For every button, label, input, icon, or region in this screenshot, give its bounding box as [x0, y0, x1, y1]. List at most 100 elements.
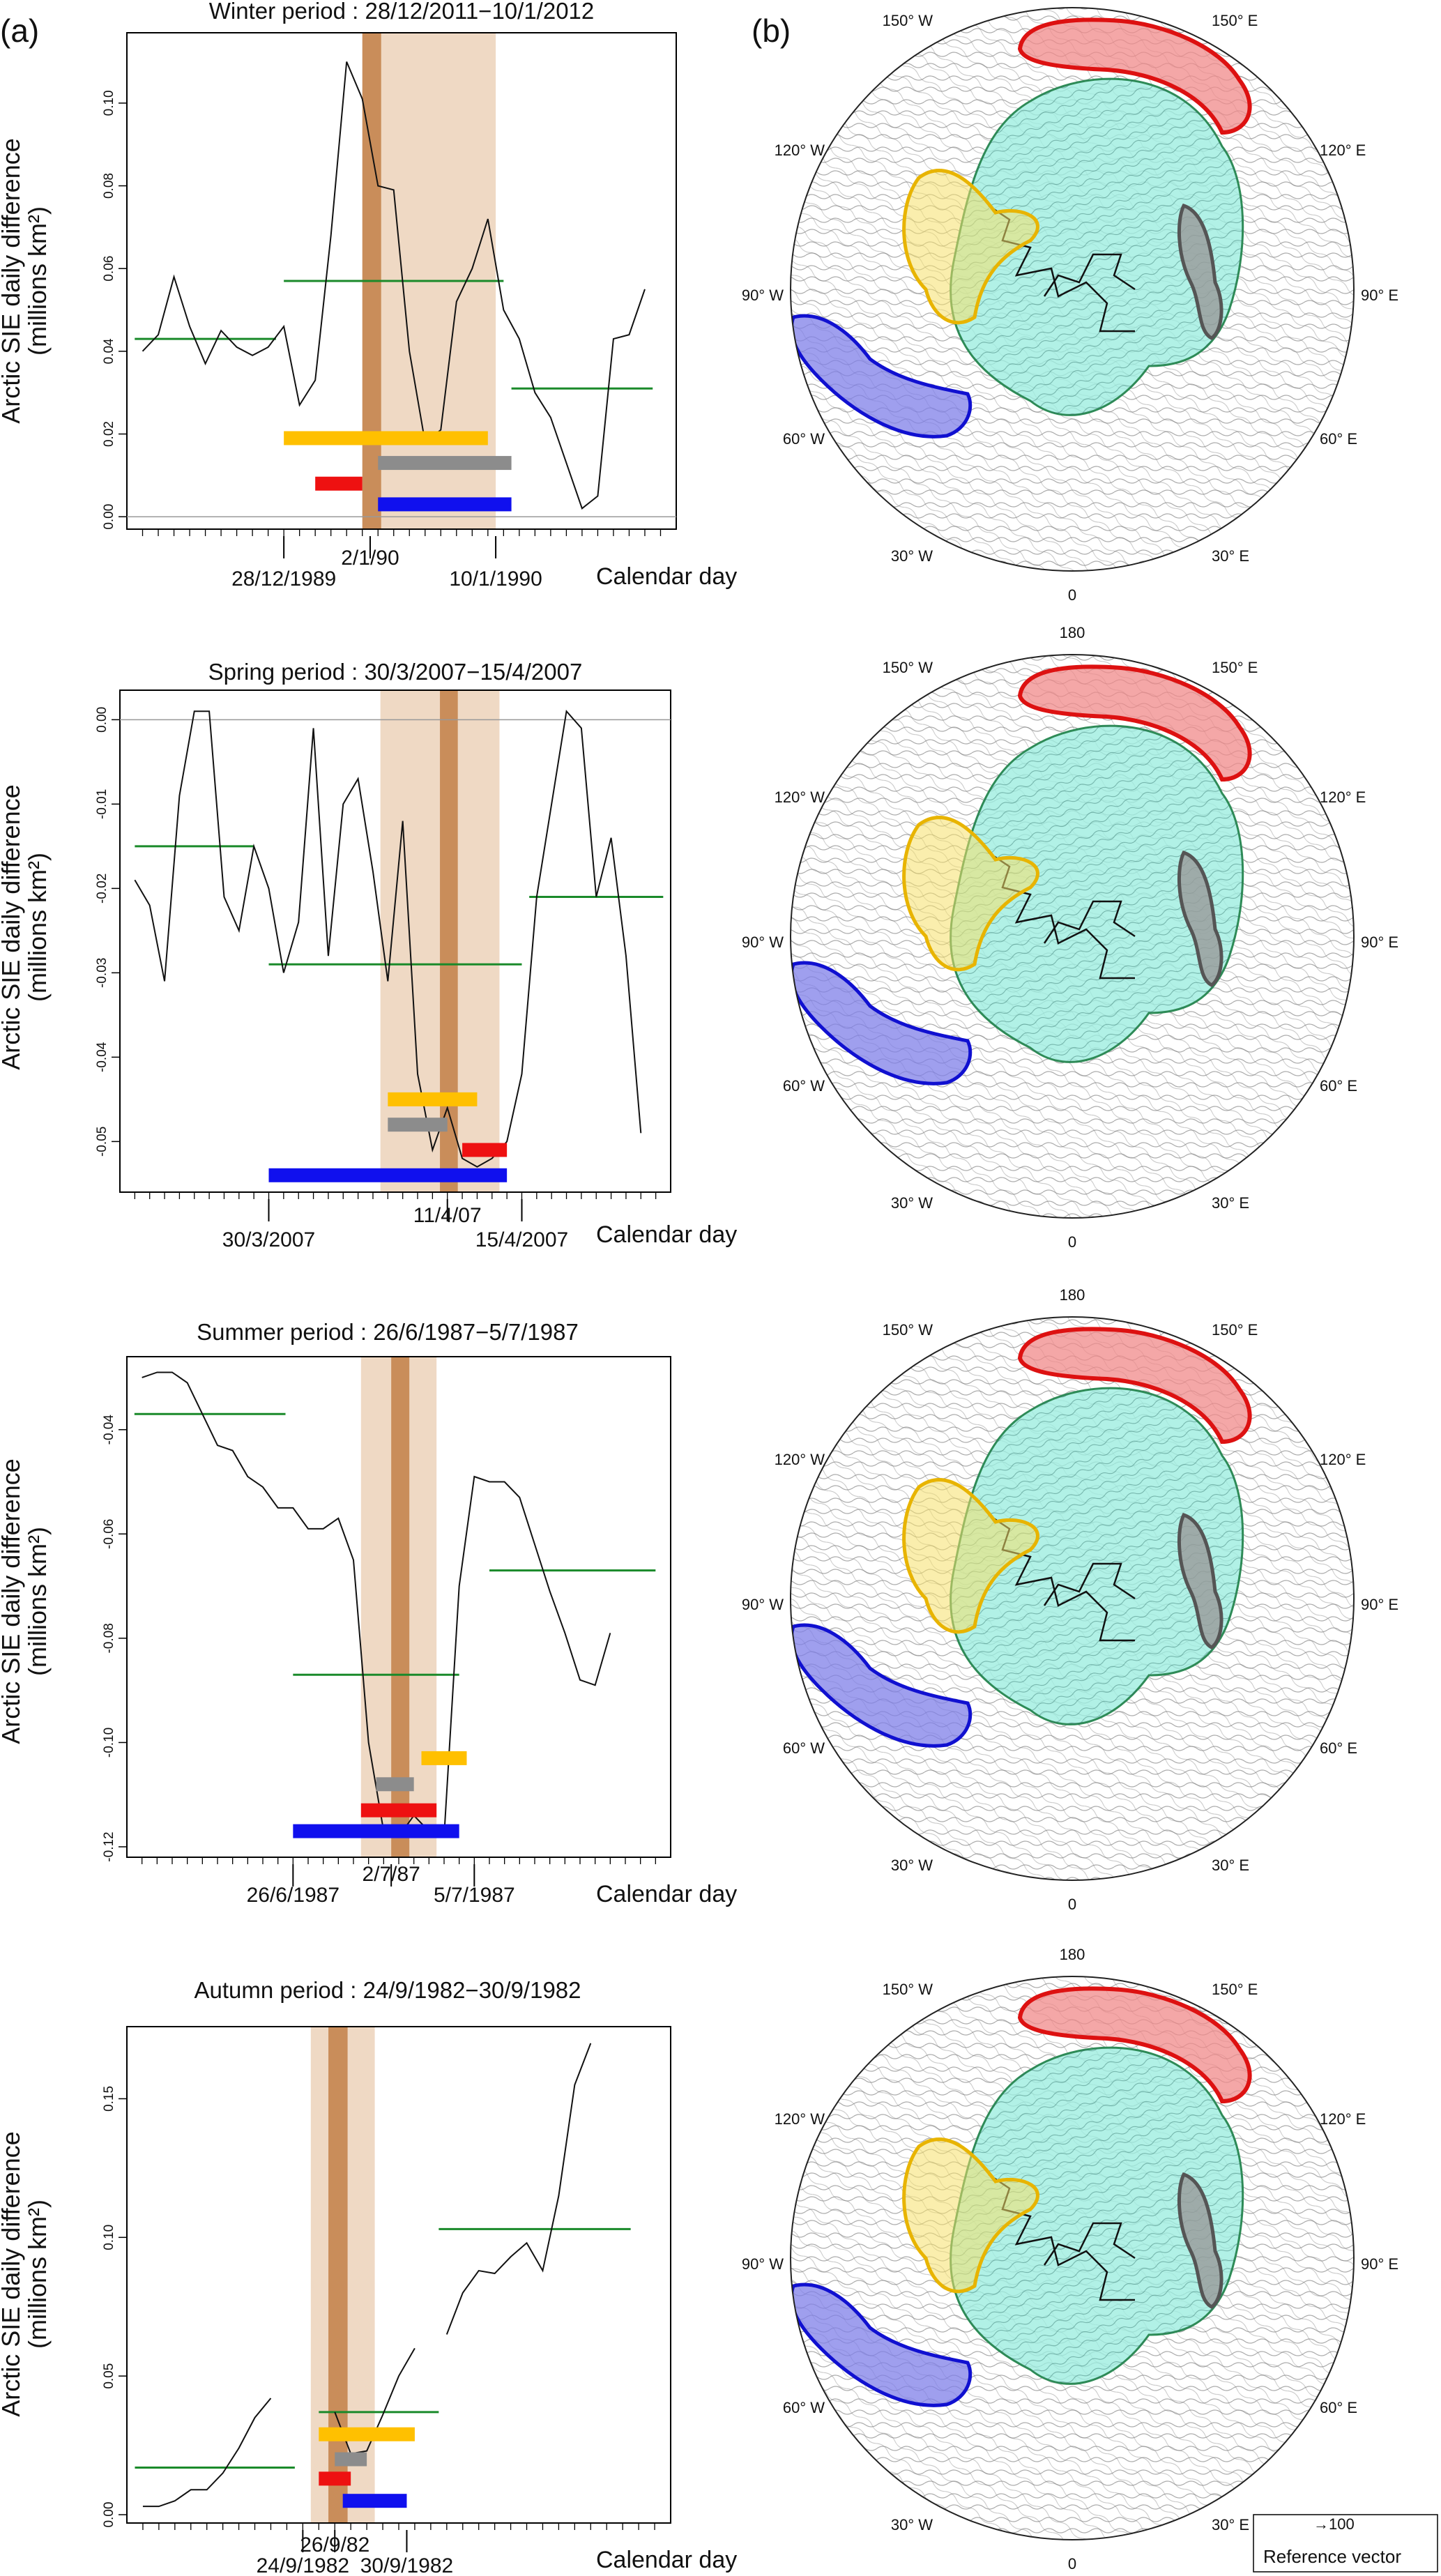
y-axis-label-line1: Arctic SIE daily difference — [0, 138, 25, 424]
map-label-left90: 90° W — [742, 1596, 784, 1613]
polar-map: 180 0 150° W 150° E 120° W 120° E 90° W 90° E 60… — [742, 1286, 1398, 1913]
x-date-label: 15/4/2007 — [475, 1228, 568, 1251]
map-label-left30: 30° W — [891, 2516, 933, 2533]
y-axis-label: Arctic SIE daily difference (millions km… — [0, 1458, 52, 1744]
map-label-right120: 120° E — [1320, 788, 1366, 806]
y-tick-label: -0.02 — [95, 874, 109, 904]
map-content — [791, 1976, 1354, 2540]
map-label-right30: 30° E — [1212, 2516, 1249, 2533]
map-label-right120: 120° E — [1320, 142, 1366, 159]
map-label-left120: 120° W — [775, 142, 825, 159]
event-bar-grey — [378, 456, 512, 471]
y-axis-label-line2: (millions km²) — [23, 853, 52, 1002]
x-date-label: 30/3/2007 — [222, 1228, 315, 1251]
chart-title: Autumn period : 24/9/1982−30/9/1982 — [194, 1977, 581, 2003]
y-axis-label-line1: Arctic SIE daily difference — [0, 1458, 25, 1744]
region-yellow — [902, 816, 1039, 972]
polar-map: 180 0 150° W 150° E 120° W 120° E 90° W 90° E 60… — [742, 1946, 1398, 2573]
y-axis-label: Arctic SIE daily difference (millions km… — [0, 2131, 52, 2417]
event-bar-grey — [335, 2452, 367, 2467]
region-red — [1017, 664, 1252, 782]
y-axis-label-line1: Arctic SIE daily difference — [0, 784, 25, 1070]
event-bar-red — [462, 1143, 508, 1157]
map-label-left90: 90° W — [742, 2255, 784, 2273]
region-yellow — [902, 2137, 1039, 2294]
x-date-label: 26/9/82 — [300, 2533, 369, 2556]
chart-summer: Summer period : 26/6/1987−5/7/1987 Arcti… — [0, 1319, 737, 1907]
map-label-left120: 120° W — [775, 1451, 825, 1468]
plot-frame — [126, 2026, 671, 2524]
y-tick-label: -0.12 — [102, 1831, 116, 1861]
map-label-right120: 120° E — [1320, 2110, 1366, 2128]
x-date-label: 24/9/1982 — [257, 2554, 349, 2576]
x-axis-label: Calendar day — [596, 1881, 737, 1907]
y-axis-label-line2: (millions km²) — [23, 206, 52, 356]
y-axis-label-line2: (millions km²) — [23, 1527, 52, 1676]
chart-autumn: Autumn period : 24/9/1982−30/9/1982 Arct… — [0, 1977, 737, 2576]
mean-lines — [134, 1412, 656, 1676]
x-axis-label: Calendar day — [596, 1221, 737, 1248]
map-label-right120: 120° E — [1320, 1451, 1366, 1468]
map-label-right90: 90° E — [1361, 1596, 1398, 1613]
reference-vector-box — [1253, 2514, 1438, 2573]
map-label-left30: 30° W — [891, 547, 933, 565]
map-label-left60: 60° W — [783, 2399, 825, 2416]
x-axis-label: Calendar day — [596, 2547, 737, 2573]
y-axis-label-line1: Arctic SIE daily difference — [0, 2131, 25, 2417]
map-label-left150: 150° W — [883, 659, 933, 676]
map-outline — [790, 1316, 1355, 1881]
map-label-top: 180 — [1060, 1286, 1085, 1304]
map-label-right90: 90° E — [1361, 2255, 1398, 2273]
map-label-left150: 150° W — [883, 1321, 933, 1339]
map-label-bottom: 0 — [1068, 2555, 1076, 2573]
map-label-top: 180 — [1060, 1946, 1085, 1963]
panel-label-a: (a) — [0, 13, 39, 49]
series — [142, 61, 646, 510]
region-grey — [1177, 1512, 1223, 1649]
map-label-left150: 150° W — [883, 12, 933, 29]
y-tick-label: -0.04 — [102, 1415, 116, 1445]
region-blue — [791, 1623, 973, 1748]
y-tick-label: -0.10 — [102, 1728, 116, 1758]
y-axis-label: Arctic SIE daily difference (millions km… — [0, 138, 52, 424]
region-grey — [1177, 2172, 1223, 2309]
region-red — [1017, 1986, 1252, 2104]
event-bars — [284, 431, 512, 512]
x-date-label: 2/1/90 — [341, 547, 399, 570]
series — [134, 710, 642, 1168]
y-axis: -0.04 -0.06 -0.08 -0.10 -0.12 — [102, 1415, 127, 1862]
y-tick-label: 0.02 — [102, 421, 116, 447]
region-yellow — [902, 169, 1039, 325]
event-bar-yellow — [319, 2427, 415, 2441]
region-arctic-ocean-flow — [950, 79, 1243, 416]
period-bands — [310, 2027, 375, 2522]
y-tick-label: -0.04 — [95, 1042, 109, 1072]
map-label-right30: 30° E — [1212, 1194, 1249, 1212]
event-bars — [293, 1751, 467, 1838]
map-content — [791, 655, 1354, 1218]
map-label-right150: 150° E — [1212, 659, 1258, 676]
map-label-right90: 90° E — [1361, 287, 1398, 304]
event-bar-yellow — [388, 1092, 478, 1106]
mean-lines — [135, 2227, 631, 2469]
x-date-label: 30/9/1982 — [360, 2554, 453, 2576]
map-label-right60: 60° E — [1320, 1077, 1357, 1095]
event-bar-blue — [378, 497, 512, 512]
event-bar-blue — [293, 1824, 459, 1838]
y-axis-label-line2: (millions km²) — [23, 2200, 52, 2349]
region-red — [1017, 17, 1252, 135]
map-label-left60: 60° W — [783, 1077, 825, 1095]
y-tick-label: -0.01 — [95, 789, 109, 819]
chart-title: Summer period : 26/6/1987−5/7/1987 — [197, 1319, 579, 1345]
chart-title: Spring period : 30/3/2007−15/4/2007 — [208, 659, 583, 685]
y-axis-label: Arctic SIE daily difference (millions km… — [0, 784, 52, 1070]
x-axis-label: Calendar day — [596, 563, 737, 590]
y-tick-label: 0.10 — [102, 2225, 116, 2250]
map-label-left60: 60° W — [783, 430, 825, 448]
map-outline — [790, 654, 1355, 1219]
map-label-left90: 90° W — [742, 933, 784, 951]
x-date-label: 11/4/07 — [413, 1204, 482, 1227]
